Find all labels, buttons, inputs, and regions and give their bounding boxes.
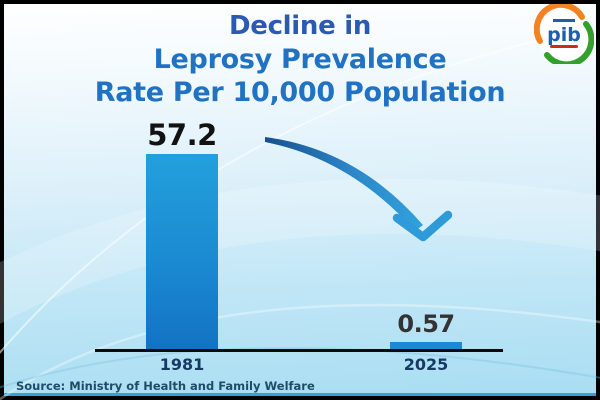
pib-logo-green-arc (544, 21, 594, 64)
decline-arrow-head (392, 210, 453, 242)
title-line-1: Decline in (228, 11, 372, 41)
page-title: Decline in Leprosy Prevalence Rate Per 1… (0, 10, 600, 109)
bar-1981 (146, 154, 218, 349)
value-label-2025: 0.57 (397, 310, 455, 338)
pib-logo: pib (534, 4, 594, 64)
title-line-3: Rate Per 10,000 Population (94, 77, 506, 108)
title-line-2: Leprosy Prevalence (153, 44, 447, 75)
pib-logo-overline (553, 19, 575, 22)
bar-2025 (390, 342, 462, 349)
source-text: Source: Ministry of Health and Family We… (16, 379, 315, 393)
value-label-1981: 57.2 (147, 118, 217, 152)
pib-logo-subtext-band (550, 45, 578, 48)
decline-arrow-icon (265, 137, 453, 242)
pib-logo-saffron-arc (534, 4, 585, 44)
x-axis-line (95, 349, 503, 352)
year-label-1981: 1981 (159, 355, 205, 374)
pib-logo-text: pib (547, 24, 581, 46)
year-label-2025: 2025 (403, 355, 449, 374)
